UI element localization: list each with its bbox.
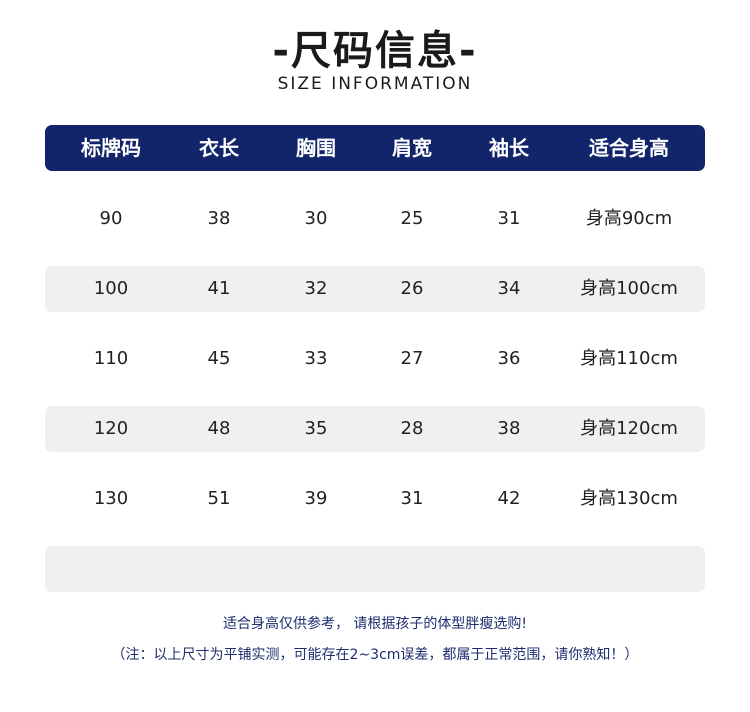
table-cell: 120 [93, 418, 129, 439]
table-cell: 130 [93, 488, 129, 509]
header-cell: 袖长 [489, 136, 529, 160]
table-cell: 41 [207, 278, 231, 299]
table-cell: 48 [207, 418, 231, 439]
page-title: -尺码信息- [272, 28, 478, 74]
header-cell: 适合身高 [589, 136, 669, 160]
table-cell: 31 [497, 208, 521, 229]
table-cell: 39 [304, 488, 328, 509]
table-header: 标牌码 衣长 胸围 肩宽 袖长 适合身高 [45, 125, 705, 171]
table-cell: 51 [207, 488, 231, 509]
note-line-1: 适合身高仅供参考， 请根据孩子的体型胖瘦选购! [222, 616, 528, 632]
table-cell: 35 [304, 418, 328, 439]
table-cell: 90 [99, 208, 123, 229]
table-cell: 31 [400, 488, 424, 509]
table-cell: 33 [304, 348, 328, 369]
table-cell: 30 [304, 208, 328, 229]
table-cell: 36 [497, 348, 521, 369]
table-cell: 110 [93, 348, 129, 369]
table-cell: 38 [207, 208, 231, 229]
table-row: 130 51 39 31 42 身高130cm [45, 476, 705, 522]
table-cell: 28 [400, 418, 424, 439]
table-row: 110 45 33 27 36 身高110cm [45, 336, 705, 382]
page-subtitle: SIZE INFORMATION [277, 74, 473, 94]
table-cell: 25 [400, 208, 424, 229]
table-cell: 45 [207, 348, 231, 369]
header-cell: 衣长 [199, 136, 239, 160]
table-cell: 身高90cm [585, 208, 673, 229]
table-cell: 身高110cm [580, 348, 678, 369]
table-cell: 26 [400, 278, 424, 299]
table-cell: 身高120cm [580, 418, 678, 439]
table-cell: 身高130cm [580, 488, 678, 509]
table-cell: 身高100cm [580, 278, 678, 299]
table-row: 120 48 35 28 38 身高120cm [45, 406, 705, 452]
table-cell: 34 [497, 278, 521, 299]
table-row: 90 38 30 25 31 身高90cm [45, 196, 705, 242]
header-cell: 胸围 [296, 136, 336, 160]
table-row [45, 546, 705, 592]
table-cell: 32 [304, 278, 328, 299]
note-line-2: （注：以上尺寸为平铺实测，可能存在2~3cm误差，都属于正常范围，请你熟知！） [111, 647, 639, 663]
table-cell: 27 [400, 348, 424, 369]
table-cell: 42 [497, 488, 521, 509]
header-cell: 标牌码 [81, 136, 141, 160]
table-row: 100 41 32 26 34 身高100cm [45, 266, 705, 312]
header-cell: 肩宽 [392, 136, 432, 160]
table-cell: 38 [497, 418, 521, 439]
table-cell: 100 [93, 278, 129, 299]
